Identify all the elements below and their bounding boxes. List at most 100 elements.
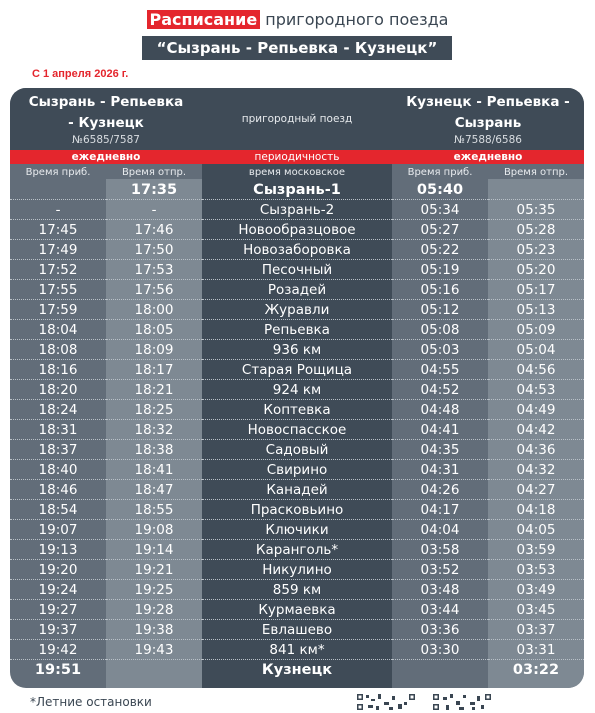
row-divider (488, 319, 584, 320)
right-departure-time: 04:53 (516, 382, 556, 398)
row-divider (10, 519, 106, 520)
row-divider (202, 359, 392, 360)
right-departure-time: 05:04 (516, 342, 556, 358)
stop-row: 19:24 19:25 859 км 03:48 03:49 (10, 580, 584, 600)
row-divider (392, 479, 488, 480)
left-arrival-time: 18:37 (38, 442, 78, 458)
station-name: Кузнецк (261, 662, 333, 678)
row-divider (10, 479, 106, 480)
right-arrival-time: 05:40 (416, 182, 464, 198)
stop-row: 19:42 19:43 841 км* 03:30 03:31 (10, 640, 584, 660)
right-arrival-time: 03:36 (420, 622, 460, 638)
row-divider (488, 239, 584, 240)
row-divider (202, 299, 392, 300)
station-name: Евлашево (261, 622, 333, 638)
footnote: *Летние остановки (30, 695, 152, 709)
right-departure-time: 05:13 (516, 302, 556, 318)
row-divider (106, 299, 202, 300)
stop-row: 18:40 18:41 Свирино 04:31 04:32 (10, 460, 584, 480)
right-departure-time: 05:09 (516, 322, 556, 338)
row-divider (10, 359, 106, 360)
row-divider (10, 259, 106, 260)
row-divider (392, 659, 488, 660)
row-divider (392, 239, 488, 240)
left-train-name-2: - Кузнецк (68, 115, 144, 131)
left-departure-time: 18:25 (134, 402, 174, 418)
train-type: пригородный поезд (241, 113, 353, 125)
left-arrival-time: 18:31 (38, 422, 78, 438)
right-departure-time: 03:59 (516, 542, 556, 558)
left-departure-time: 18:47 (134, 482, 174, 498)
row-divider (488, 259, 584, 260)
right-arrival-time: 04:35 (420, 442, 460, 458)
row-divider (10, 539, 106, 540)
row-divider (106, 539, 202, 540)
stations-column-bg (202, 88, 392, 688)
left-arrival-time: 18:24 (38, 402, 78, 418)
periodicity-label: периодичность (254, 151, 340, 163)
row-divider (202, 399, 392, 400)
left-departure-time: 18:41 (134, 462, 174, 478)
right-departure-time: 05:23 (516, 242, 556, 258)
row-divider (10, 239, 106, 240)
right-train-name-2: Сызрань (454, 115, 522, 131)
left-departure-time: 18:32 (134, 422, 174, 438)
stop-row: 19:07 19:08 Ключики 04:04 04:05 (10, 520, 584, 540)
row-divider (106, 499, 202, 500)
stop-row: 18:04 18:05 Репьевка 05:08 05:09 (10, 320, 584, 340)
row-divider (392, 559, 488, 560)
row-divider (202, 419, 392, 420)
right-arrival-time: 05:03 (420, 342, 460, 358)
qr-code-icon (432, 693, 492, 711)
right-arrival-time: 03:48 (420, 582, 460, 598)
right-arrival-time: 05:27 (420, 222, 460, 238)
row-divider (202, 379, 392, 380)
right-train-name-1: Кузнецк - Репьевка - (406, 94, 570, 110)
row-divider (202, 319, 392, 320)
left-departure-time: 18:55 (134, 502, 174, 518)
row-divider (106, 379, 202, 380)
right-departure-time: 04:27 (516, 482, 556, 498)
row-divider (106, 279, 202, 280)
row-divider (392, 379, 488, 380)
row-divider (10, 559, 106, 560)
station-name: Новообразцовое (238, 222, 356, 238)
row-divider (202, 599, 392, 600)
stops-list: 17:35 Сызрань-1 05:40 - - Сызрань-2 05:34 05:35… (10, 180, 584, 680)
row-divider (392, 299, 488, 300)
station-name: Сызрань-2 (259, 202, 335, 218)
left-arrival-time: 19:13 (38, 542, 78, 558)
periodicity-band (10, 150, 584, 164)
row-divider (488, 219, 584, 220)
left-arrival-time: 19:37 (38, 622, 78, 638)
row-divider (10, 619, 106, 620)
row-divider (10, 319, 106, 320)
row-divider (488, 519, 584, 520)
row-divider (10, 219, 106, 220)
left-arrival-time: 17:45 (38, 222, 78, 238)
row-divider (10, 439, 106, 440)
right-departure-time: 03:53 (516, 562, 556, 578)
left-arrival-time: 18:16 (38, 362, 78, 378)
row-divider (10, 639, 106, 640)
row-divider (202, 639, 392, 640)
row-divider (488, 579, 584, 580)
row-divider (106, 599, 202, 600)
left-arrival-time: 18:46 (38, 482, 78, 498)
right-train-number: №7588/6586 (454, 134, 522, 146)
station-name: Репьевка (264, 322, 330, 338)
row-divider (106, 359, 202, 360)
row-divider (10, 399, 106, 400)
left-departure-time: 18:09 (134, 342, 174, 358)
left-arrival-time: 18:54 (38, 502, 78, 518)
row-divider (106, 579, 202, 580)
row-divider (10, 199, 106, 200)
left-arrival-time: 18:04 (38, 322, 78, 338)
row-divider (202, 579, 392, 580)
left-arrival-time: 19:42 (38, 642, 78, 658)
station-name: Ключики (265, 522, 329, 538)
schedule-table: Сызрань - Репьевка - Кузнецк №6585/7587 … (10, 88, 584, 688)
right-arrival-time: 05:16 (420, 282, 460, 298)
right-days: ежедневно (453, 151, 523, 163)
row-divider (106, 319, 202, 320)
